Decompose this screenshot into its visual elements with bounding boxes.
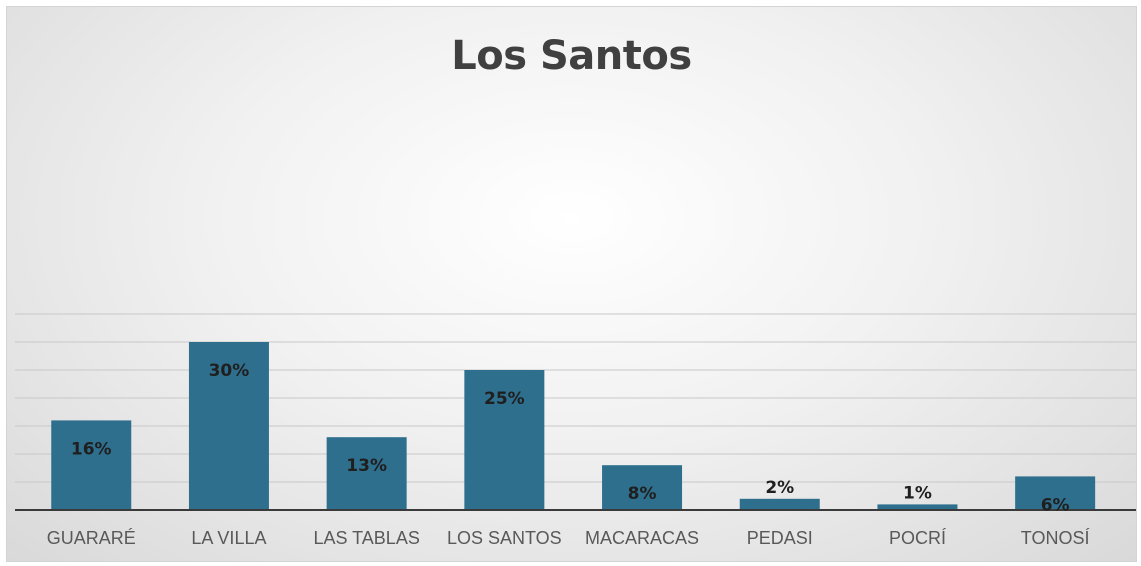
gridlines [15,313,1136,483]
bar [51,420,132,510]
data-label: 25% [484,389,525,409]
data-label: 30% [209,361,250,381]
bar [602,465,683,510]
category-label: GUARARÉ [47,528,136,548]
bars [51,342,1096,510]
bar [739,498,820,510]
data-label: 16% [71,439,112,459]
data-label: 8% [628,484,657,504]
category-label: POCRÍ [889,528,946,548]
data-label: 6% [1041,495,1070,515]
bar [326,437,407,510]
category-label: MACARACAS [585,528,699,548]
chart-title: Los Santos [451,33,692,79]
data-label: 1% [903,483,932,503]
data-labels: 16% 30% 13% 25% 8% 2% 1% 6% [71,361,1070,515]
category-labels: GUARARÉ LA VILLA LAS TABLAS LOS SANTOS MACAR… [47,528,1090,548]
category-label: LOS SANTOS [447,528,562,548]
chart-area: Los Santos 16% 30% 13% 25% 8% 2% 1% 6% GUARARÉ L… [6,6,1137,562]
category-label: LAS TABLAS [313,528,419,548]
bar [877,504,958,510]
category-label: TONOSÍ [1021,528,1090,548]
plot-area: 16% 30% 13% 25% 8% 2% 1% 6% GUARARÉ LA VILLA LAS … [15,313,1136,548]
bar [464,370,545,510]
bar [188,342,269,510]
data-label: 2% [765,478,794,498]
bar [1015,476,1096,510]
data-label: 13% [346,456,387,476]
category-label: PEDASI [747,528,813,548]
category-label: LA VILLA [191,528,266,548]
